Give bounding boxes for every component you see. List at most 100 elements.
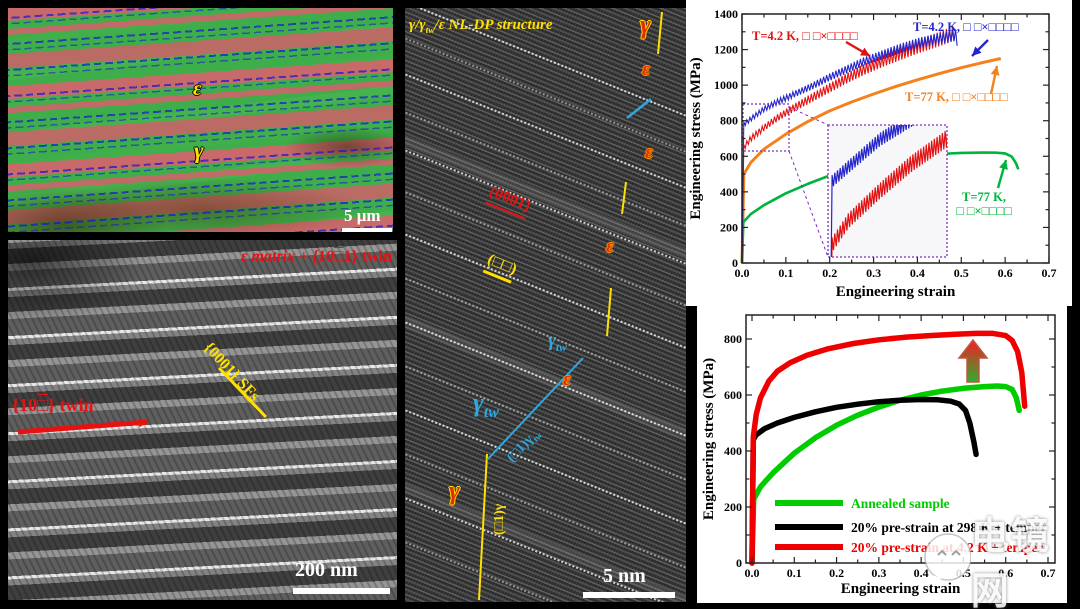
tem-twin-pre: {10 [12,395,38,415]
x-tick-label: 0.4 [914,566,929,580]
arrow-annotation [860,47,870,56]
hrtem-gamma-tw-2-sub: tw [483,404,500,422]
x-tick-label: 0.0 [735,266,750,280]
hrtem-annotation-layer [478,11,663,601]
tem-header-pre: ε matrix + {10 [240,248,334,265]
series-curve [749,396,979,566]
tem-twin-overline-box: □ [37,395,48,415]
y-tick-label: 400 [720,185,738,199]
y-axis-title: Engineering stress (MPa) [701,358,717,520]
hrtem-epsilon-label-3: ε [606,236,614,257]
arrow-annotation [138,418,148,428]
x-tick-label: 0.7 [1041,566,1056,580]
legend-green-1: T=77 K, [962,190,1006,204]
arrow-annotation [972,46,982,56]
watermark: 电镜网 [918,516,1080,609]
inset-source-box [742,103,790,152]
strength-increase-arrow [957,338,989,383]
panel-hrtem-image: γ/γtw/ε NL-DP structure γ ε ε ε (0001) (… [405,8,686,602]
watermark-text: 电镜网 [970,516,1051,609]
series-curve [749,330,1028,566]
hrtem-plane-bottom-label: (□1)γ [492,503,507,535]
arrow-annotation [990,66,1000,76]
y-axis-title: Engineering stress (MPa) [688,57,704,219]
y-tick-label: 800 [724,332,742,346]
x-tick-label: 0.6 [998,266,1013,280]
x-tick-label: 0.3 [871,566,886,580]
sfs-trace-line [217,366,268,419]
tem-scalebar [293,588,390,594]
hrtem-gamma-tw-2-main: γ [473,388,484,417]
legend-red: T=4.2 K, □ □×□□□□ [752,29,858,43]
x-tick-label: 0.7 [1042,266,1057,280]
y-tick-label: 600 [724,388,742,402]
x-tick-label: 0.3 [866,266,881,280]
y-tick-label: 0 [732,256,738,270]
panel-ebsd-map: ε γ 5 μm [8,8,393,232]
y-tick-label: 200 [720,220,738,234]
hrtem-gamma-label-bottom: γ [449,476,460,505]
panel-tem-image: ε matrix + {10□1} twin {0001} SFs {10□} … [8,240,397,600]
hrtem-title-sub: tw [425,26,435,36]
tem-annotation-layer [17,366,268,435]
hrtem-scalebar [583,592,675,598]
x-tick-label: 0.1 [787,566,802,580]
y-tick-label: 400 [724,444,742,458]
x-axis-title: Engineering strain [841,581,961,597]
tem-header-overline-box: □ [333,248,344,265]
x-tick-label: 0.2 [822,266,837,280]
phase-boundary-line [478,453,488,601]
tem-header-post: 1} twin [343,248,392,265]
hrtem-gamma-tw-1-sub: tw [555,340,568,354]
chart-cryogenic-tensile: 0.0 0.1 0.2 0.3 0.4 0.5 0.6 0.7 0 200 400 600 800 100… [686,0,1072,306]
x-tick-label: 0.2 [829,566,844,580]
wechat-bubble-icon [924,533,971,585]
legend-label: 20% pre-strain at 298 K + temper [851,520,1047,535]
x-tick-label: 0.1 [778,266,793,280]
legend-orange: T=77 K, □ □×□□□□ [905,90,1008,104]
phase-boundary-line [621,181,627,215]
x-tick-label: 0.4 [910,266,925,280]
chart-prestrain-temper: 0.00.10.20.30.40.50.60.70200400600800Eng… [697,306,1067,603]
legend-label: Annealed sample [851,496,950,511]
arrow-annotation [999,160,1008,170]
hrtem-title-pre: γ/γ [409,17,426,33]
series-curve [740,57,1002,264]
tem-header-label: ε matrix + {10□1} twin [241,249,392,265]
twin-boundary-line [486,357,584,461]
y-tick-label: 800 [720,114,738,128]
x-tick-label: 0.6 [998,566,1013,580]
ebsd-epsilon-label: ε [193,76,202,100]
y-tick-label: 1200 [714,43,738,57]
twin-boundary-tick [626,98,652,119]
y-tick-label: 1400 [714,7,738,21]
stress-strain-chart-cryogenic: 0.0 0.1 0.2 0.3 0.4 0.5 0.6 0.7 0 200 400 600 800 100… [688,7,1057,300]
hrtem-title: γ/γtw/ε NL-DP structure [409,18,553,36]
phase-boundary-line [657,11,663,55]
y-tick-label: 200 [724,500,742,514]
hrtem-title-post: /ε NL-DP structure [434,17,553,33]
hrtem-epsilon-label-4: ε [563,369,571,390]
x-tick-label: 0.0 [745,566,760,580]
hrtem-epsilon-label-1: ε [642,59,650,80]
ebsd-phase-boundaries [8,8,393,232]
hrtem-gamma-tw-1-main: γ [548,330,556,351]
y-tick-label: 1000 [714,78,738,92]
hrtem-gamma-tw-label-1: γtw [548,331,567,354]
tem-scalebar-label: 200 nm [295,559,358,581]
y-tick-label: 600 [720,149,738,163]
x-axis-title: Engineering strain [836,284,956,300]
ebsd-gamma-label: γ [194,138,204,163]
hrtem-scalebar-label: 5 nm [603,565,646,587]
stress-strain-chart-prestrain: 0.00.10.20.30.40.50.60.70200400600800Eng… [701,314,1056,597]
phase-boundary-line [606,287,612,337]
ebsd-scalebar [342,228,392,232]
hrtem-gamma-label-top: γ [640,10,651,39]
ebsd-scalebar-label: 5 μm [344,206,381,225]
hrtem-epsilon-label-2: ε [645,142,653,163]
series-curve-serrated [741,29,958,264]
hrtem-gamma-tw-label-2: γtw [473,390,499,421]
x-tick-label: 0.5 [954,266,969,280]
legend-green-2: □ □×□□□□ [956,204,1012,218]
